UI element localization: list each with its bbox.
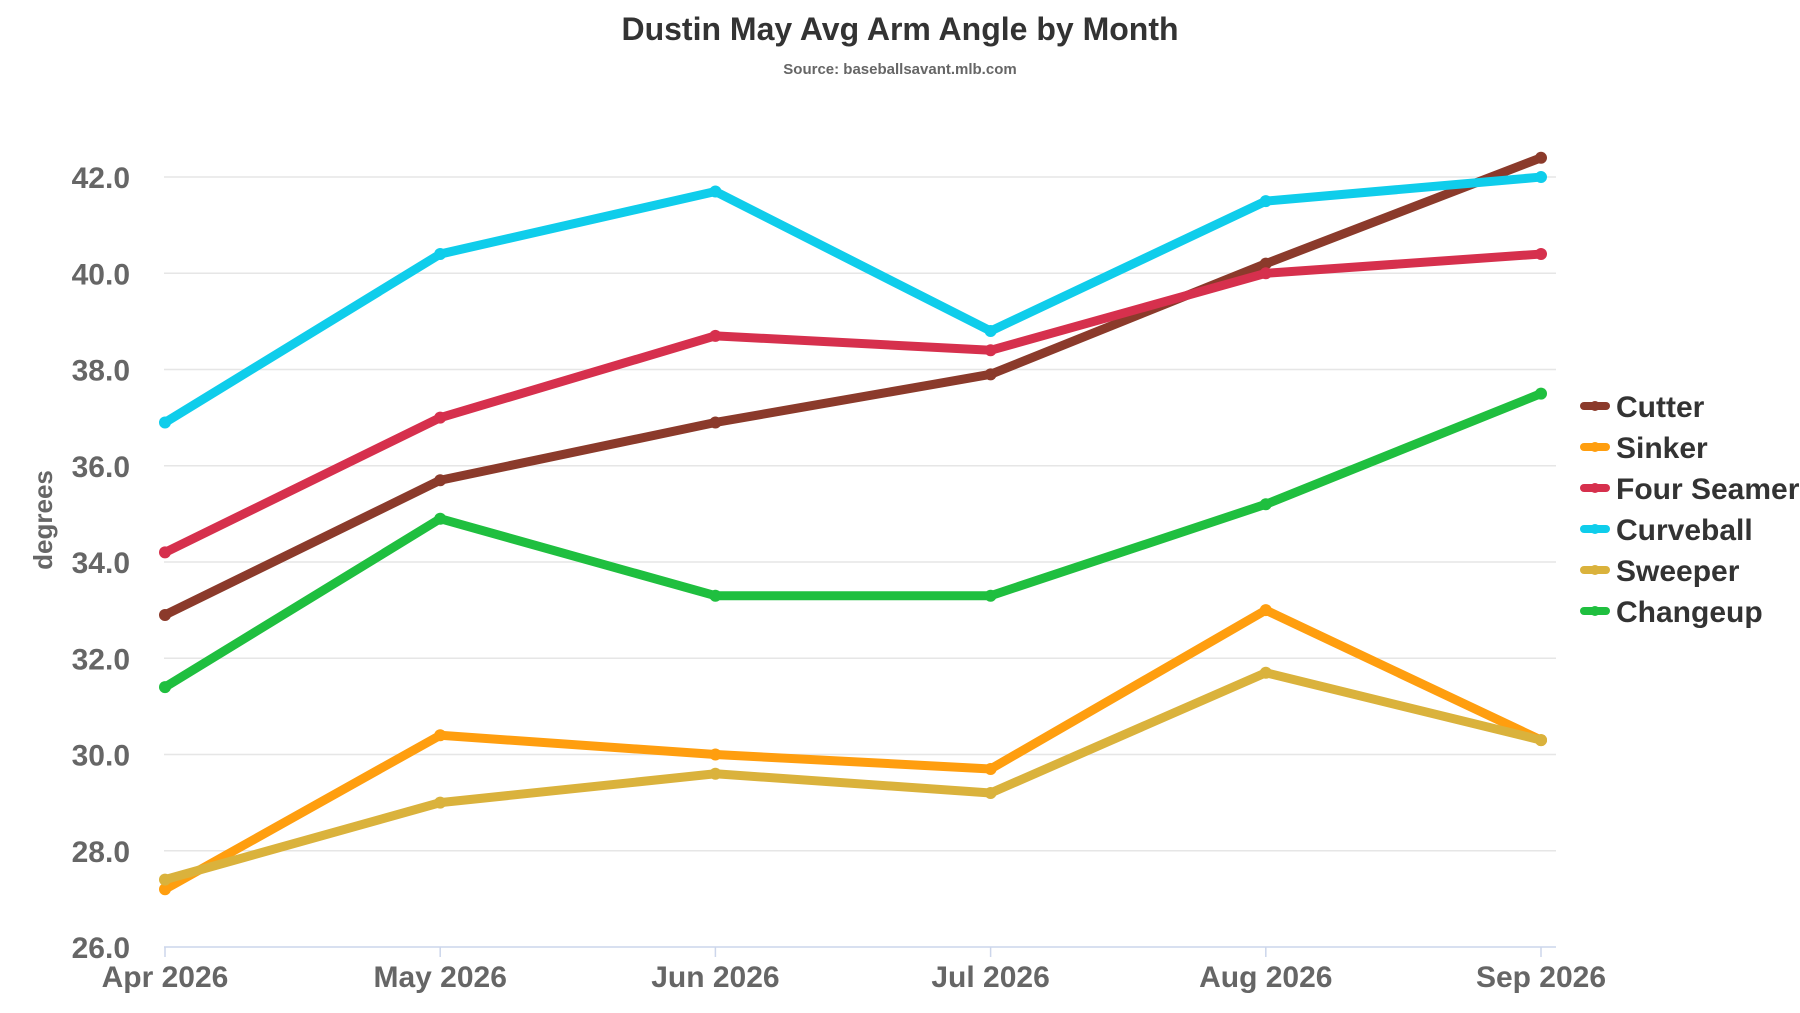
y-tick-label: 28.0 (72, 836, 130, 869)
series-layer (159, 151, 1547, 896)
y-tick-label: 32.0 (72, 643, 130, 676)
data-point-sweeper[interactable] (709, 767, 722, 780)
series-changeup[interactable] (159, 387, 1547, 694)
legend-marker (1590, 565, 1600, 575)
legend-marker (1590, 442, 1600, 452)
series-line-curveball[interactable] (160, 172, 1546, 427)
y-tick-label: 40.0 (72, 258, 130, 291)
legend-item-changeup[interactable]: Changeup (1580, 596, 1763, 629)
data-point-curveball[interactable] (434, 248, 447, 261)
data-point-changeup[interactable] (1259, 498, 1272, 511)
data-point-changeup[interactable] (984, 589, 997, 602)
y-tick-label: 34.0 (72, 547, 130, 580)
data-point-changeup[interactable] (1535, 387, 1547, 400)
legend-item-sweeper[interactable]: Sweeper (1580, 555, 1740, 588)
legend-label: Changeup (1616, 596, 1763, 629)
legend-item-cutter[interactable]: Cutter (1580, 391, 1705, 424)
data-point-cutter[interactable] (159, 608, 171, 621)
chart-subtitle: Source: baseballsavant.mlb.com (783, 61, 1016, 78)
grid-layer (164, 176, 1556, 852)
y-tick-label: 26.0 (72, 932, 130, 965)
data-point-changeup[interactable] (434, 512, 447, 525)
x-tick-label: May 2026 (373, 961, 506, 994)
data-point-sweeper[interactable] (434, 796, 447, 809)
legend-label: Curveball (1616, 514, 1753, 547)
y-tick-label: 36.0 (72, 451, 130, 484)
data-point-sweeper[interactable] (1535, 734, 1547, 747)
x-tick-label: Aug 2026 (1199, 961, 1332, 994)
data-point-four-seamer[interactable] (709, 329, 722, 342)
legend-marker (1590, 483, 1600, 493)
data-point-cutter[interactable] (1259, 257, 1272, 270)
legend[interactable]: Cutter Sinker Four Seamer Curveball Sweeper C… (1580, 391, 1800, 629)
legend-item-four-seamer[interactable]: Four Seamer (1580, 473, 1800, 506)
x-tick-label: Jul 2026 (931, 961, 1049, 994)
data-point-sinker[interactable] (434, 729, 447, 742)
data-point-sweeper[interactable] (984, 787, 997, 800)
data-point-four-seamer[interactable] (1259, 267, 1272, 280)
axis-layer: 26.0 28.0 30.0 32.0 34.0 36.0 38.0 40.0 42.0 Apr … (72, 162, 1606, 994)
data-point-changeup[interactable] (709, 589, 722, 602)
legend-label: Cutter (1616, 391, 1705, 424)
y-tick-label: 38.0 (72, 355, 130, 388)
legend-marker (1590, 606, 1600, 616)
data-point-curveball[interactable] (709, 185, 722, 198)
y-tick-label: 30.0 (72, 740, 130, 773)
data-point-sinker[interactable] (984, 762, 997, 775)
data-point-curveball[interactable] (984, 325, 997, 338)
x-tick-label: Sep 2026 (1476, 961, 1606, 994)
x-tick-label: Apr 2026 (102, 961, 229, 994)
y-tick-label: 42.0 (72, 162, 130, 195)
series-sinker[interactable] (159, 604, 1547, 896)
data-point-curveball[interactable] (1259, 195, 1272, 208)
series-curveball[interactable] (159, 171, 1547, 429)
series-sweeper[interactable] (159, 666, 1547, 886)
data-point-sweeper[interactable] (159, 873, 171, 886)
data-point-cutter[interactable] (984, 368, 997, 381)
data-point-sweeper[interactable] (1259, 666, 1272, 679)
series-line-changeup[interactable] (160, 389, 1546, 692)
legend-marker (1590, 524, 1600, 534)
series-cutter[interactable] (159, 151, 1547, 621)
series-line-cutter[interactable] (160, 153, 1546, 620)
series-line-sweeper[interactable] (160, 668, 1546, 885)
legend-label: Sinker (1616, 432, 1708, 465)
data-point-cutter[interactable] (1535, 151, 1547, 164)
legend-label: Four Seamer (1616, 473, 1800, 506)
legend-item-curveball[interactable]: Curveball (1580, 514, 1753, 547)
data-point-four-seamer[interactable] (434, 411, 447, 424)
data-point-changeup[interactable] (159, 681, 171, 694)
data-point-sinker[interactable] (1259, 604, 1272, 617)
data-point-cutter[interactable] (709, 416, 722, 429)
data-point-four-seamer[interactable] (159, 546, 171, 559)
chart-title: Dustin May Avg Arm Angle by Month (621, 11, 1178, 47)
data-point-four-seamer[interactable] (1535, 248, 1547, 261)
x-tick-label: Jun 2026 (651, 961, 779, 994)
data-point-four-seamer[interactable] (984, 344, 997, 357)
series-line-sinker[interactable] (160, 605, 1546, 894)
data-point-curveball[interactable] (159, 416, 171, 429)
y-axis-title: degrees (28, 470, 58, 570)
legend-label: Sweeper (1616, 555, 1740, 588)
legend-item-sinker[interactable]: Sinker (1580, 432, 1708, 465)
data-point-sinker[interactable] (709, 748, 722, 761)
data-point-sinker[interactable] (159, 883, 171, 896)
data-point-curveball[interactable] (1535, 171, 1547, 184)
legend-marker (1590, 401, 1600, 411)
series-four-seamer[interactable] (159, 248, 1547, 559)
data-point-cutter[interactable] (434, 474, 447, 487)
series-line-four-seamer[interactable] (160, 249, 1546, 557)
